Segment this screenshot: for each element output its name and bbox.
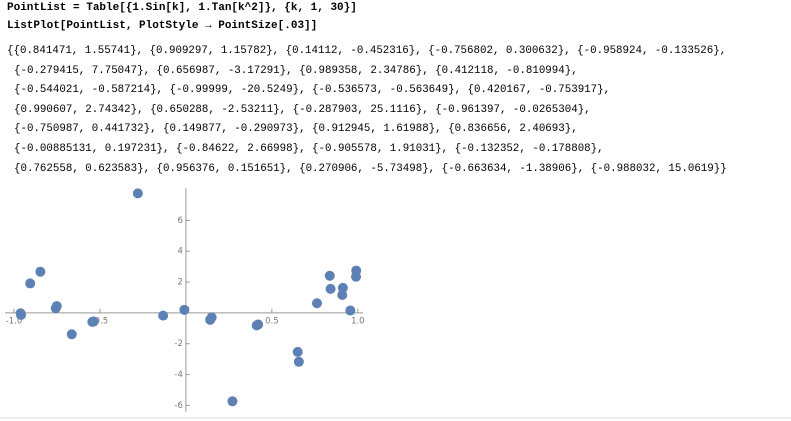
point [132,188,143,199]
x-tick-label: -1.0 [6,316,23,326]
output-line: {-0.544021, -0.587214}, {-0.99999, -20.5… [14,84,611,97]
point [293,356,304,367]
y-tick-label: -2 [174,339,182,349]
input-line: PointList = Table[{1.Sin[k], 1.Tan[k^2]}… [7,2,357,14]
point [11,76,21,86]
output-line: {-0.00885131, 0.197231}, {-0.84622, 2.66… [14,143,604,155]
y-tick-label: 6 [177,216,182,226]
y-tick-label: -4 [174,370,182,380]
x-tick-label: 0.5 [265,316,279,326]
y-tick-label: -6 [174,401,182,411]
output-line: {0.990607, 2.74342}, {0.650288, -2.53211… [14,103,591,116]
point [25,278,36,289]
point [324,270,335,281]
point [15,308,26,319]
output-line: {0.762558, 0.623583}, {0.956376, 0.15165… [14,162,727,175]
output-line: {-0.750987, 0.441732}, {0.149877, -0.290… [14,123,578,136]
output-line: {-0.279415, 7.75047}, {0.656987, -3.1729… [14,64,578,77]
point [206,312,217,323]
y-tick-label: 4 [177,247,182,257]
point [292,346,303,357]
y-tick-label: 2 [177,278,182,288]
point [351,265,362,276]
point [253,319,264,330]
input-line: ListPlot[PointList, PlotStyle → PointSiz… [7,20,318,32]
output-line: {{0.841471, 1.55741}, {0.909297, 1.15782… [7,45,727,57]
x-tick-label: -0.5 [92,316,109,326]
x-tick-label: 1.0 [351,316,365,326]
point [227,396,238,407]
point [35,266,46,277]
points [11,76,362,407]
point [345,305,356,316]
point [158,310,169,321]
point [179,304,190,315]
point [51,301,62,312]
point [88,316,99,327]
point [337,282,348,293]
point [325,283,336,294]
point [312,298,323,309]
point [66,329,77,340]
